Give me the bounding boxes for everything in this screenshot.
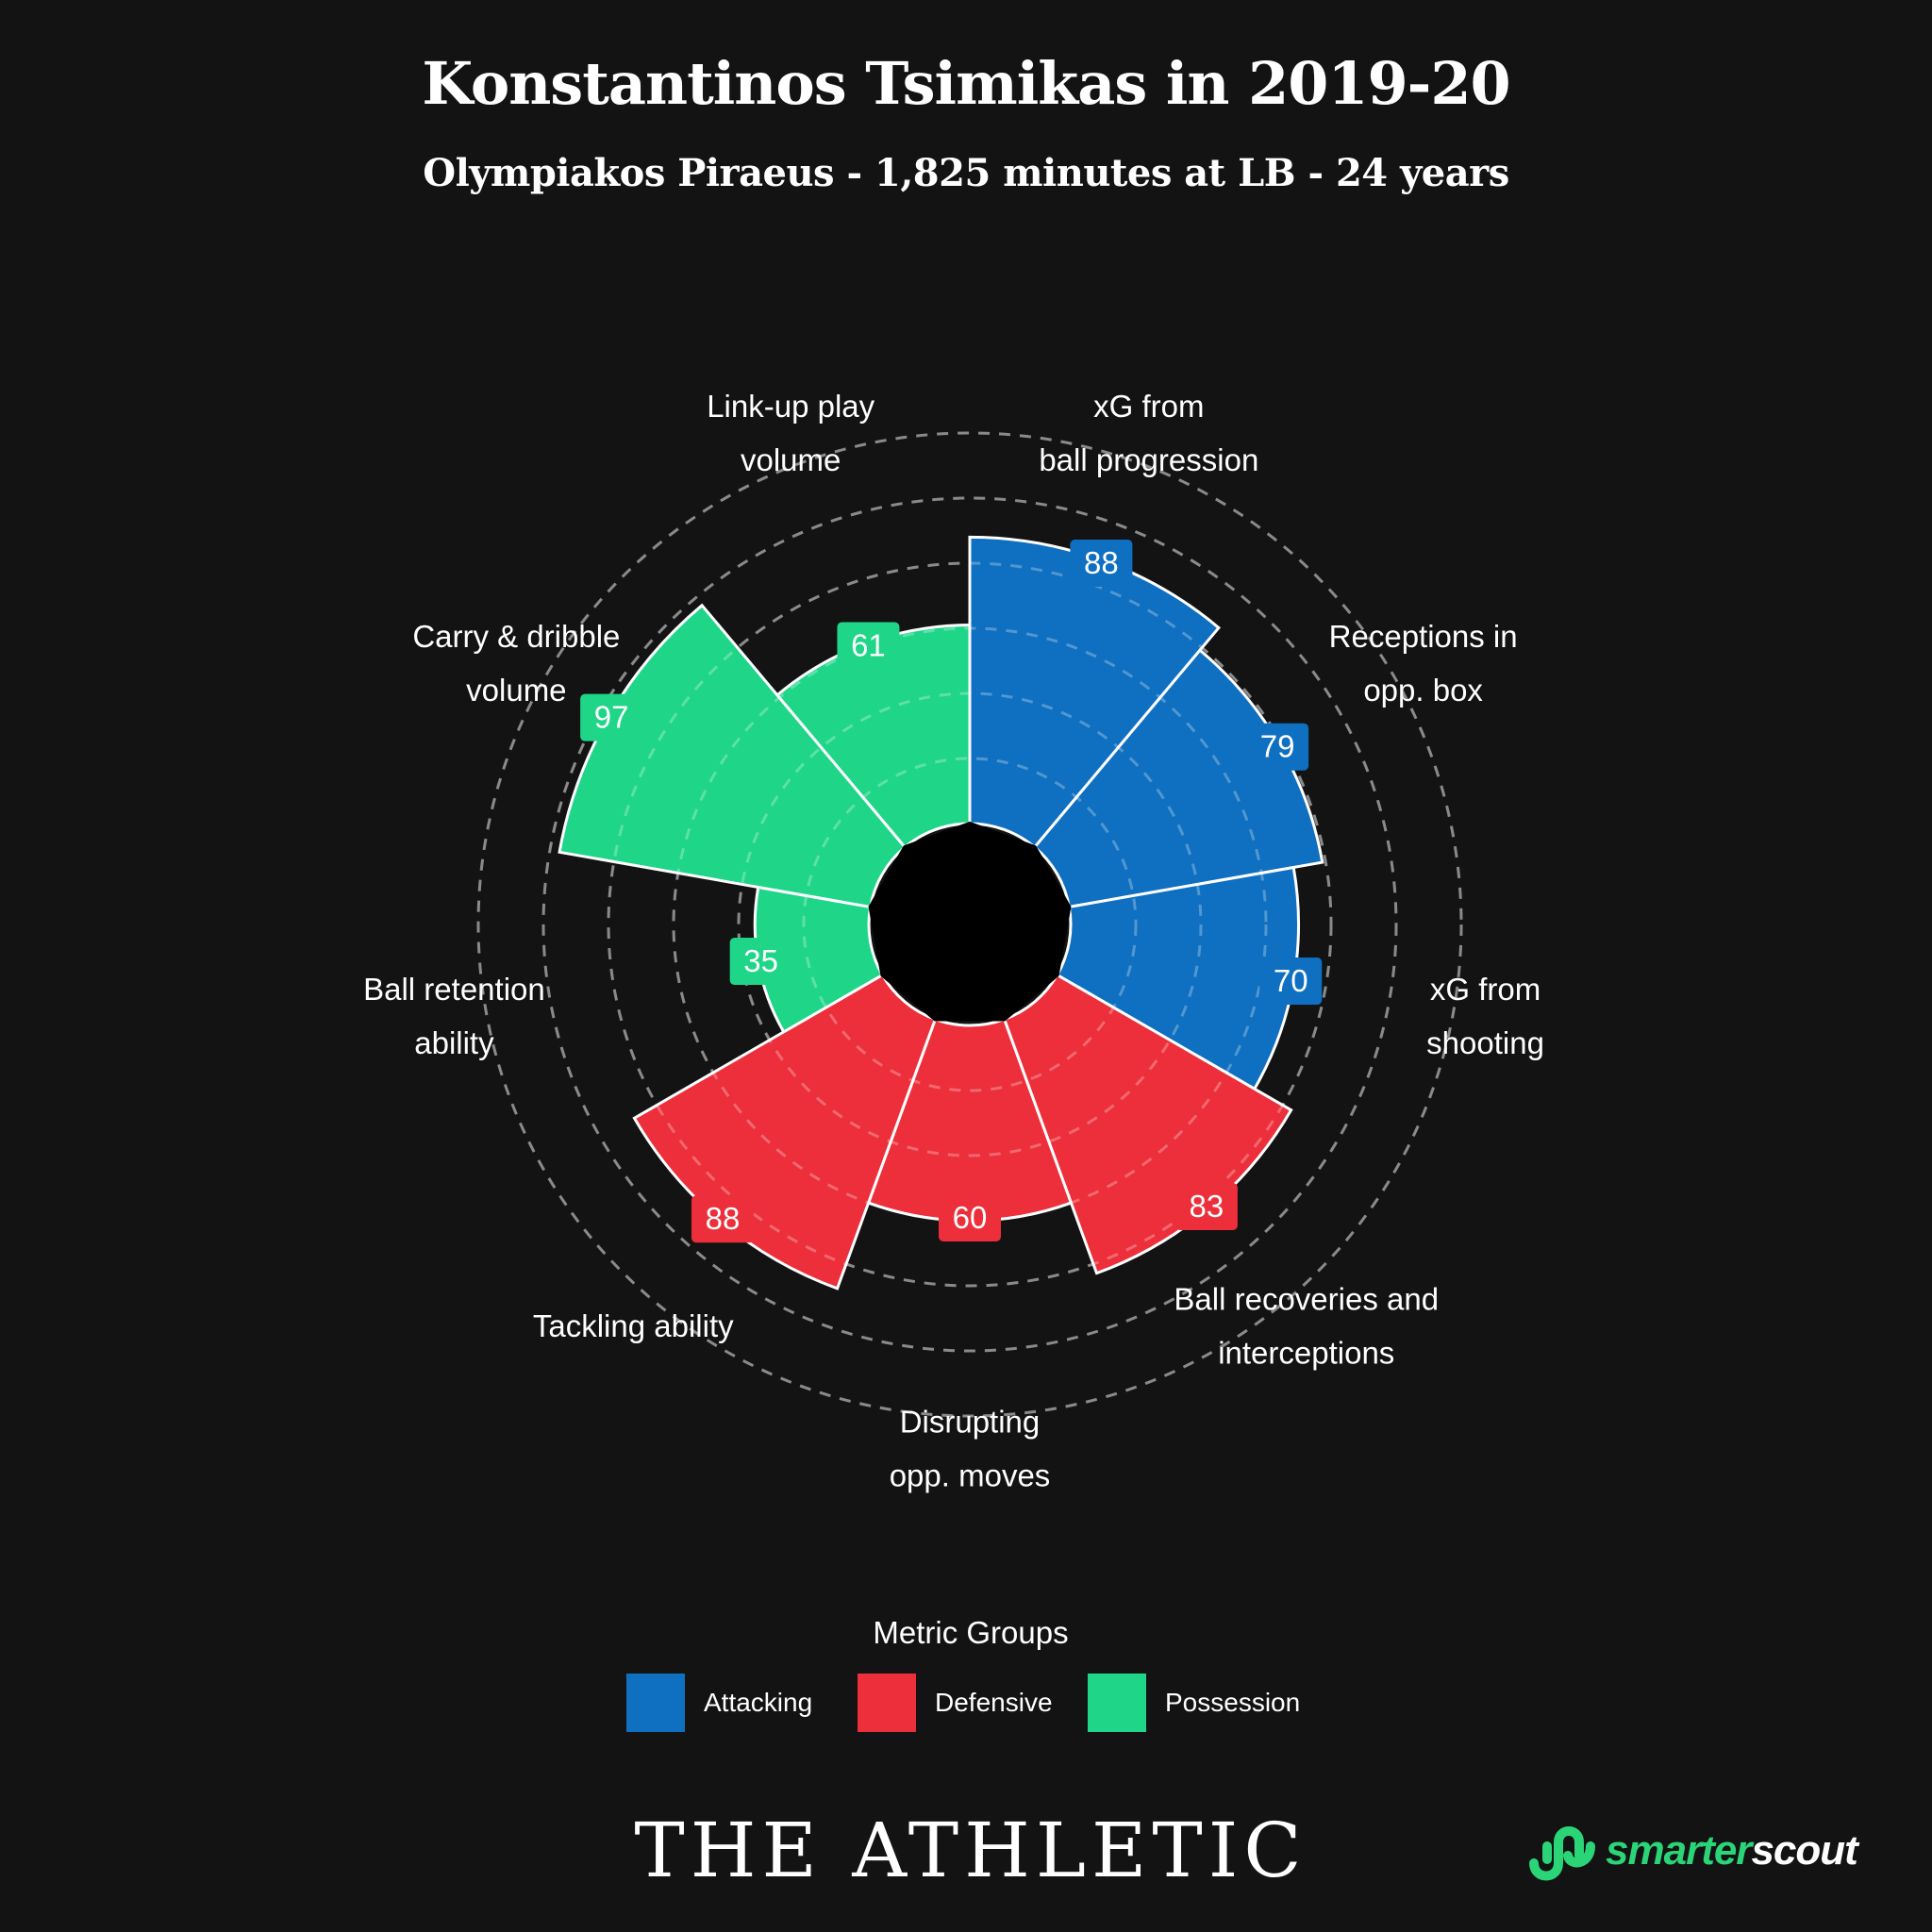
publisher-logo: THE ATHLETIC [634, 1807, 1307, 1894]
metric-label-line: interceptions [1218, 1336, 1394, 1371]
metric-label-line: shooting [1426, 1025, 1544, 1060]
value-badge: 79 [1246, 723, 1309, 771]
grid-ring-overlay [802, 757, 1138, 1092]
grid-ring-overlay [607, 561, 1333, 1288]
value-label: 35 [743, 943, 778, 978]
value-badge-bg [1259, 957, 1323, 1005]
legend: Attacking Defensive Possession [0, 1674, 1932, 1732]
legend-label-possession: Possession [1165, 1688, 1301, 1717]
metric-labels: xG from ball progression Receptions in opp.… [363, 389, 1544, 1493]
metric-label-line: xG from [1430, 972, 1541, 1007]
metric-label-line: ability [414, 1025, 494, 1060]
wedge-ball-retention-ability [753, 885, 885, 1034]
value-badge: 60 [939, 1194, 1001, 1241]
smarterscout-icon [1529, 1826, 1595, 1881]
value-badge: 61 [837, 622, 900, 670]
value-label: 88 [1084, 545, 1119, 580]
smarterscout-logo: smarterscout [1526, 1813, 1858, 1889]
value-label: 83 [1190, 1189, 1224, 1224]
legend-item-attacking: Attacking [626, 1674, 812, 1732]
value-badge: 70 [1259, 957, 1323, 1005]
value-badge: 88 [691, 1195, 754, 1243]
wedge-receptions-in-opp-box [1032, 648, 1324, 909]
legend-title: Metric Groups [873, 1615, 1069, 1650]
wedge-xg-from-shooting [1055, 865, 1301, 1091]
metric-label-ball-retention-ability: Ball retention ability [363, 972, 545, 1060]
metric-label-line: opp. moves [890, 1458, 1051, 1493]
metric-label-line: Link-up play [707, 389, 874, 424]
metric-label-line: volume [741, 442, 841, 477]
metric-label-line: opp. box [1363, 673, 1483, 708]
legend-swatch-defensive [858, 1674, 916, 1732]
grid-ring [541, 496, 1398, 1353]
smarterscout-wordmark: smarterscout [1606, 1827, 1858, 1874]
grid-ring [476, 431, 1463, 1418]
metric-label-line: Ball retention [363, 972, 545, 1007]
metric-label-tackling-ability: Tackling ability [533, 1308, 734, 1343]
metric-label-line: ball progression [1039, 442, 1258, 477]
brand-part-scout: scout [1751, 1827, 1857, 1874]
value-badge: 88 [1070, 539, 1133, 587]
metric-label-receptions-in-opp-box: Receptions in opp. box [1329, 619, 1518, 708]
wedge-xg-from-ball-progression [968, 535, 1222, 850]
value-label: 88 [706, 1201, 741, 1236]
value-label: 70 [1274, 963, 1308, 998]
value-badge-bg [939, 1194, 1001, 1241]
metric-label-line: Tackling ability [533, 1308, 734, 1343]
legend-item-defensive: Defensive [858, 1674, 1053, 1732]
metric-label-line: Ball recoveries and [1174, 1282, 1439, 1317]
value-label: 97 [594, 700, 629, 735]
value-badge: 97 [580, 693, 643, 741]
grid-ring-overlay [476, 431, 1463, 1418]
value-badge: 35 [729, 938, 792, 986]
value-badge-bg [1246, 723, 1309, 771]
wedge-link-up-play-volume [774, 624, 972, 850]
value-badge-bg [729, 938, 792, 986]
metric-label-xg-from-ball-progression: xG from ball progression [1039, 389, 1258, 477]
grid-ring-overlay [541, 496, 1398, 1353]
wedge-carry-dribble-volume [558, 603, 908, 909]
metric-label-ball-recoveries-and-interceptions: Ball recoveries and interceptions [1174, 1282, 1439, 1371]
center-hole [868, 821, 1072, 1022]
brand-part-smarter: smarter [1606, 1827, 1752, 1874]
metric-label-line: volume [466, 673, 566, 708]
legend-swatch-possession [1088, 1674, 1146, 1732]
value-badges: 88 79 70 83 60 88 35 97 61 [580, 539, 1323, 1243]
legend-swatch-attacking [626, 1674, 685, 1732]
metric-label-line: Receptions in [1329, 619, 1518, 654]
legend-item-possession: Possession [1088, 1674, 1300, 1732]
metric-label-line: Carry & dribble [412, 619, 620, 654]
metric-label-line: Disrupting [900, 1405, 1041, 1440]
metric-label-link-up-play-volume: Link-up play volume [707, 389, 874, 477]
grid-ring-overlay [737, 691, 1203, 1158]
value-label: 61 [851, 628, 886, 663]
value-label: 60 [953, 1200, 988, 1235]
grid-rings-inner [476, 431, 1463, 1418]
metric-label-line: xG from [1093, 389, 1204, 424]
metric-label-disrupting-opp-moves: Disrupting opp. moves [890, 1405, 1051, 1493]
value-badge: 83 [1174, 1183, 1238, 1231]
chart-title: Konstantinos Tsimikas in 2019-20 [422, 49, 1510, 118]
wedge-disrupting-opp-moves [866, 1017, 1074, 1223]
metric-label-xg-from-shooting: xG from shooting [1426, 972, 1544, 1060]
value-badge-bg [1070, 539, 1133, 587]
value-label: 79 [1260, 729, 1295, 764]
value-badge-bg [837, 622, 900, 670]
value-badge-bg [580, 693, 643, 741]
value-badge-bg [1174, 1183, 1238, 1231]
metric-label-carry-dribble-volume: Carry & dribble volume [412, 619, 620, 708]
legend-label-attacking: Attacking [704, 1688, 813, 1717]
value-badge-bg [691, 1195, 754, 1243]
legend-label-defensive: Defensive [935, 1688, 1053, 1717]
chart-subtitle: Olympiakos Piraeus - 1,825 minutes at LB… [423, 151, 1509, 195]
